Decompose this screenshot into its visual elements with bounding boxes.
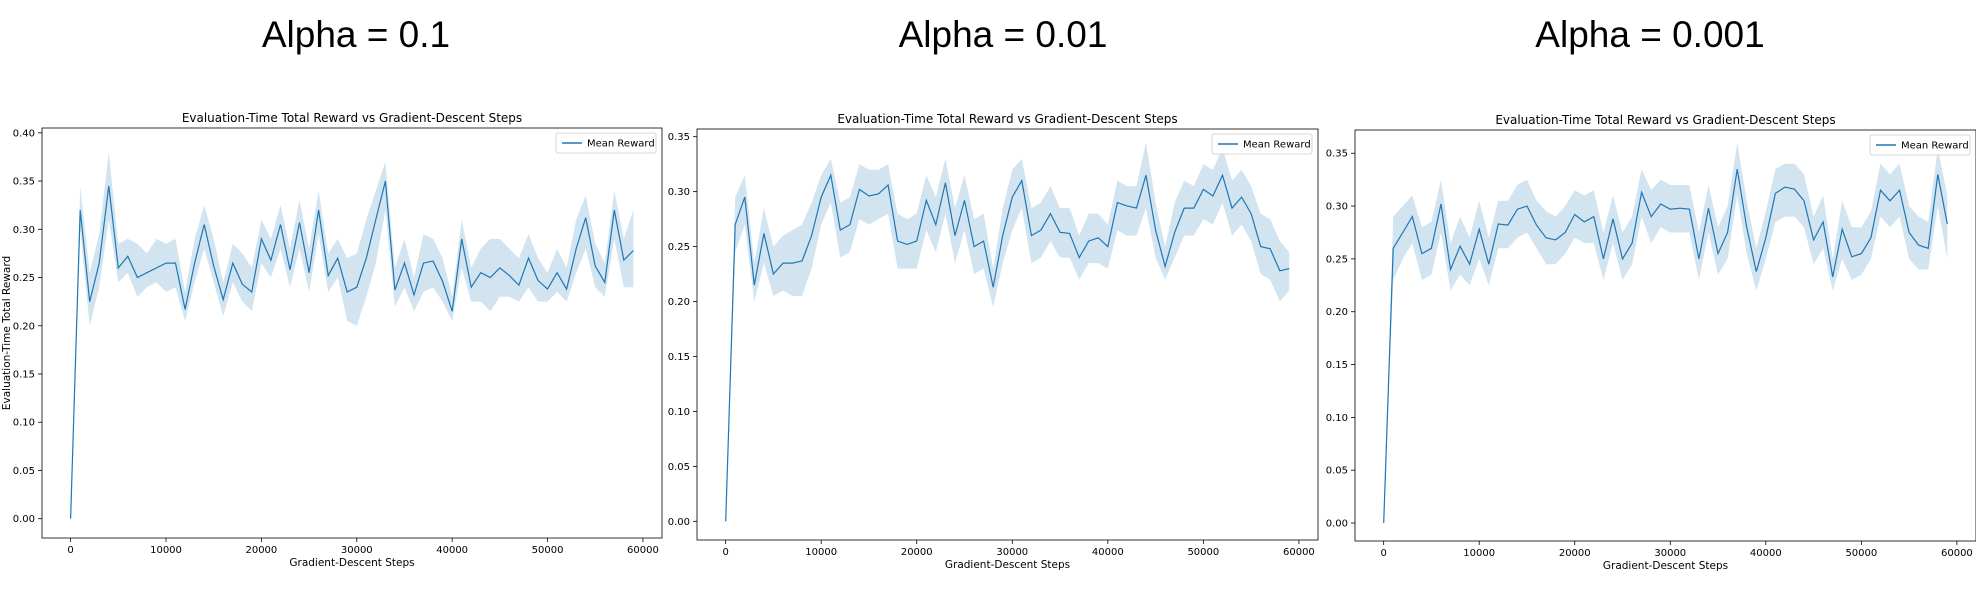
legend-label: Mean Reward (1243, 140, 1311, 151)
y-tick-label: 0.10 (668, 407, 690, 418)
y-tick-label: 0.05 (1326, 466, 1348, 477)
x-axis-label: Gradient-Descent Steps (289, 557, 414, 569)
y-tick-label: 0.05 (668, 462, 690, 473)
y-tick-label: 0.20 (668, 297, 690, 308)
x-tick-label: 0 (67, 545, 73, 556)
legend-label: Mean Reward (1901, 141, 1969, 152)
y-tick-label: 0.20 (1326, 307, 1348, 318)
y-tick-label: 0.00 (668, 517, 690, 528)
panel-heading-alpha-0-1: Alpha = 0.1 (261, 14, 451, 55)
x-tick-label: 10000 (805, 547, 837, 558)
x-tick-label: 20000 (1559, 548, 1591, 559)
x-tick-label: 50000 (1187, 547, 1219, 558)
y-tick-label: 0.05 (13, 466, 35, 477)
y-tick-label: 0.10 (1326, 413, 1348, 424)
x-tick-label: 30000 (341, 545, 373, 556)
y-tick-label: 0.15 (668, 352, 690, 363)
x-tick-label: 0 (722, 547, 728, 558)
chart-2: Evaluation-Time Total Reward vs Gradient… (1326, 113, 1976, 572)
y-tick-label: 0.20 (13, 321, 35, 332)
confidence-band (725, 142, 1290, 522)
x-tick-label: 0 (1380, 548, 1386, 559)
y-tick-label: 0.30 (13, 225, 35, 236)
chart-title: Evaluation-Time Total Reward vs Gradient… (182, 111, 522, 125)
y-tick-label: 0.00 (13, 514, 35, 525)
mean-reward-line (70, 180, 634, 519)
x-tick-label: 50000 (532, 545, 564, 556)
x-tick-label: 40000 (1092, 547, 1124, 558)
y-tick-label: 0.25 (1326, 254, 1348, 265)
axes-frame (696, 128, 1319, 541)
y-tick-label: 0.30 (1326, 202, 1348, 213)
x-axis-label: Gradient-Descent Steps (945, 559, 1070, 571)
x-tick-label: 10000 (150, 545, 182, 556)
y-tick-label: 0.30 (668, 187, 690, 198)
x-tick-label: 30000 (996, 547, 1028, 558)
legend-box (555, 132, 657, 154)
axes-frame (41, 127, 663, 539)
x-axis-label: Gradient-Descent Steps (1603, 560, 1728, 572)
chart-0: Evaluation-Time Total Reward vs Gradient… (1, 111, 663, 569)
x-tick-label: 20000 (901, 547, 933, 558)
legend-box (1211, 133, 1313, 155)
x-tick-label: 20000 (245, 545, 277, 556)
x-tick-label: 30000 (1654, 548, 1686, 559)
legend-box (1869, 134, 1971, 156)
y-tick-label: 0.35 (668, 132, 690, 143)
panel-heading-alpha-0-01: Alpha = 0.01 (898, 14, 1108, 55)
y-tick-label: 0.35 (1326, 149, 1348, 160)
y-tick-label: 0.00 (1326, 519, 1348, 530)
y-tick-label: 0.35 (13, 177, 35, 188)
chart-title: Evaluation-Time Total Reward vs Gradient… (837, 112, 1177, 126)
x-tick-label: 40000 (436, 545, 468, 556)
panel-heading-alpha-0-001: Alpha = 0.001 (1535, 14, 1765, 55)
y-tick-label: 0.40 (13, 128, 35, 139)
legend-label: Mean Reward (587, 139, 655, 150)
axes-frame (1354, 129, 1976, 542)
y-tick-label: 0.15 (1326, 360, 1348, 371)
chart-1: Evaluation-Time Total Reward vs Gradient… (668, 112, 1319, 571)
y-tick-label: 0.25 (13, 273, 35, 284)
x-tick-label: 50000 (1845, 548, 1877, 559)
confidence-band (70, 152, 634, 519)
chart-title: Evaluation-Time Total Reward vs Gradient… (1495, 113, 1835, 127)
y-tick-label: 0.10 (13, 418, 35, 429)
x-tick-label: 40000 (1750, 548, 1782, 559)
mean-reward-line (725, 173, 1290, 522)
mean-reward-line (1383, 169, 1948, 524)
x-tick-label: 10000 (1463, 548, 1495, 559)
y-tick-label: 0.15 (13, 370, 35, 381)
x-tick-label: 60000 (1283, 547, 1315, 558)
y-axis-label: Evaluation-Time Total Reward (1, 256, 13, 410)
confidence-band (1383, 142, 1948, 523)
x-tick-label: 60000 (1941, 548, 1973, 559)
y-tick-label: 0.25 (668, 242, 690, 253)
x-tick-label: 60000 (627, 545, 659, 556)
